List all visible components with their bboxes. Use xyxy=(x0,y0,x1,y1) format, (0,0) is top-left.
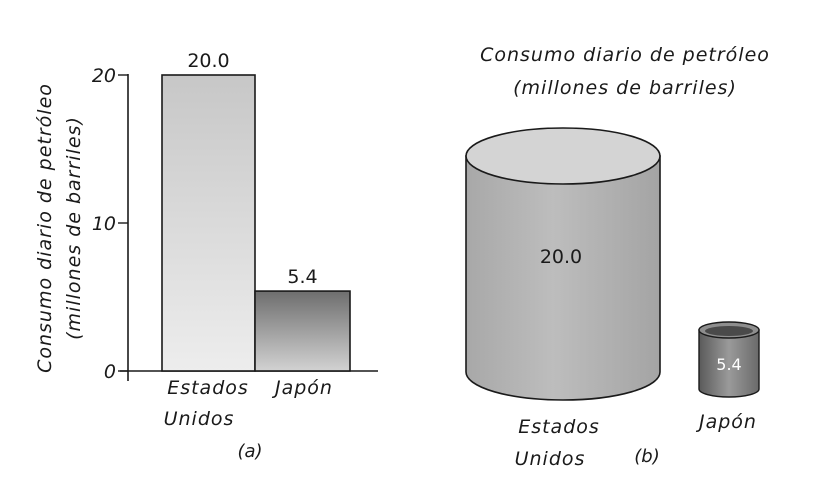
bars: 20.0 5.4 xyxy=(161,50,351,372)
bar-value-label: 20.0 xyxy=(187,50,229,72)
bar xyxy=(161,74,256,372)
bar xyxy=(254,290,351,372)
x-tick-label-unidos: Unidos xyxy=(164,408,235,430)
cylinder-value-label: 20.0 xyxy=(540,246,582,268)
x-tick-label-estados: Estados xyxy=(167,377,249,399)
cylinder-japon: 5.4 xyxy=(698,321,760,398)
pictograph-title-line1: Consumo diario de petróleo xyxy=(480,44,770,66)
y-tick-label: 10 xyxy=(92,213,116,235)
pictograph-label-unidos: Unidos xyxy=(515,448,586,470)
y-axis-title-line2: (millones de barriles) xyxy=(63,116,85,340)
panel-label-b: (b) xyxy=(634,446,659,467)
pictograph-title-line2: (millones de barriles) xyxy=(513,77,737,99)
panel-label-a: (a) xyxy=(237,441,262,462)
x-tick-label-japon: Japón xyxy=(271,377,333,399)
bar-chart-panel: Consumo diario de petróleo (millones de … xyxy=(34,50,378,462)
pictograph-label-japon: Japón xyxy=(695,411,757,433)
pictograph-panel: Consumo diario de petróleo (millones de … xyxy=(465,44,770,470)
can-value-label: 5.4 xyxy=(716,355,741,374)
bar-value-label: 5.4 xyxy=(287,266,317,288)
y-tick-label: 0 xyxy=(104,361,116,383)
y-axis-title-line1: Consumo diario de petróleo xyxy=(34,83,56,373)
y-tick-label: 20 xyxy=(92,65,116,87)
pictograph-label-estados: Estados xyxy=(518,416,600,438)
cylinder-estados-unidos: 20.0 xyxy=(465,127,661,401)
